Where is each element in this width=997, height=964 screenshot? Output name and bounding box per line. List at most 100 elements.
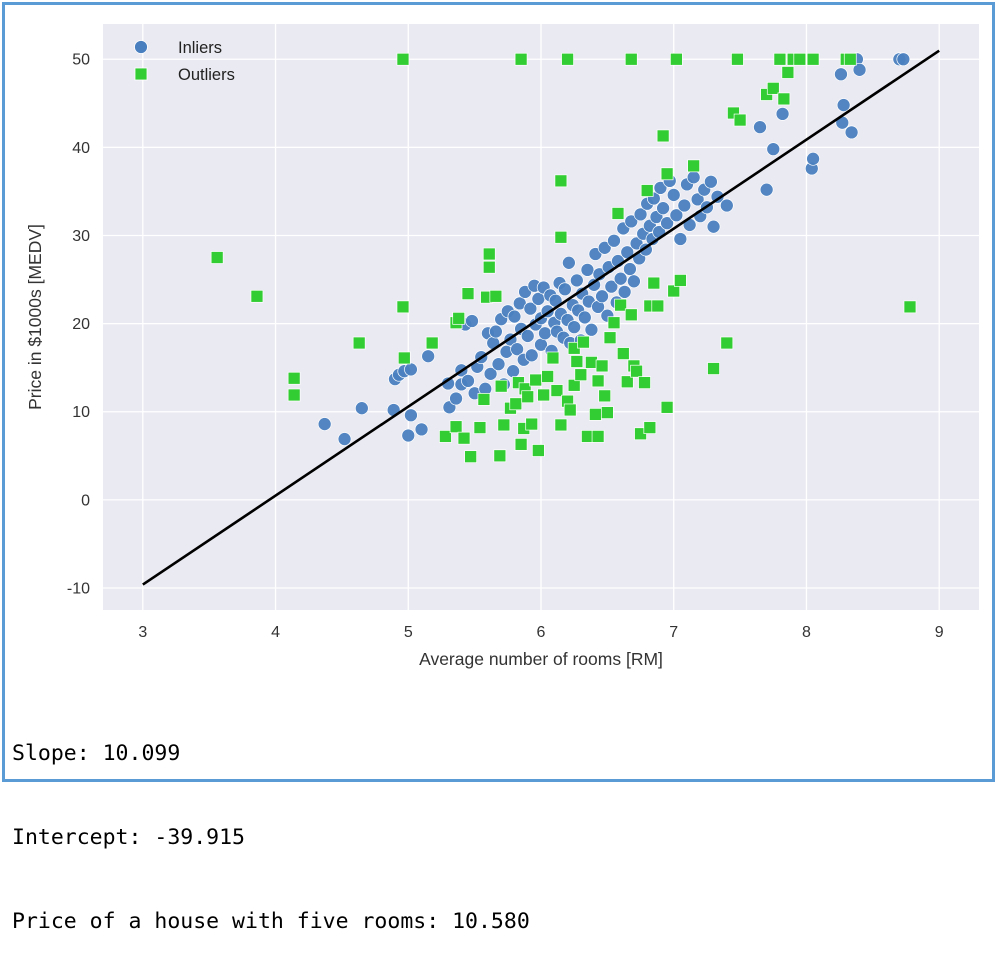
scatter-chart: 3 4 5 6 7 8 9 -10 0 10 20 30 40 50 Average number of… — [25, 24, 979, 669]
outlier-point — [554, 418, 568, 432]
x-tick-labels: 3 4 5 6 7 8 9 — [138, 624, 943, 641]
outlier-point — [777, 92, 791, 106]
y-axis-label: Price in $1000s [MEDV] — [25, 224, 45, 410]
prediction-output: Price of a house with five rooms: 10.580 — [12, 909, 530, 934]
outlier-point — [616, 347, 630, 360]
intercept-output: Intercept: -39.915 — [12, 825, 245, 850]
inlier-point — [421, 349, 436, 364]
outlier-point — [531, 444, 545, 457]
inlier-point — [623, 262, 637, 276]
outlier-point — [541, 370, 554, 383]
inlier-point — [669, 208, 684, 223]
grid-y — [103, 58, 979, 589]
inlier-point — [896, 52, 911, 67]
outlier-point — [577, 335, 590, 349]
x-tick-label: 9 — [935, 624, 944, 641]
outlier-point — [521, 390, 535, 404]
inlier-point — [520, 329, 535, 343]
inlier-point — [401, 428, 416, 443]
inlier-point — [656, 201, 670, 216]
outlier-point — [643, 421, 657, 434]
y-tick-label: -10 — [67, 580, 90, 597]
inlier-point — [690, 192, 705, 207]
inlier-point — [613, 271, 628, 286]
outlier-point — [781, 66, 795, 79]
inlier-point — [844, 125, 859, 140]
outlier-point — [656, 129, 670, 143]
outlier-point — [591, 430, 605, 443]
y-tick-label: 20 — [72, 316, 90, 333]
outlier-point — [601, 406, 614, 419]
inlier-point — [706, 219, 721, 234]
inlier-point — [562, 255, 576, 270]
inlier-point — [686, 170, 701, 185]
outlier-point — [687, 159, 700, 173]
outlier-point — [595, 359, 609, 373]
outlier-point — [733, 113, 747, 127]
inlier-point — [510, 342, 524, 357]
y-tick-label: 0 — [81, 492, 90, 509]
outlier-point — [287, 388, 301, 402]
grid-x — [142, 24, 940, 610]
outlier-point — [667, 284, 681, 298]
outlier-point — [210, 251, 224, 264]
inlier-point — [580, 263, 595, 277]
x-tick-label: 3 — [138, 624, 147, 641]
outlier-point — [607, 316, 621, 330]
outlier-point — [452, 311, 466, 325]
inlier-point — [404, 408, 418, 423]
outlier-point — [396, 300, 410, 314]
outlier-point — [287, 371, 301, 385]
inlier-point — [449, 391, 463, 406]
outlier-point — [670, 52, 683, 66]
outlier-point — [493, 449, 507, 463]
outlier-point — [514, 52, 528, 66]
inlier-point — [538, 326, 552, 341]
inlier-point — [483, 366, 498, 381]
outlier-point — [567, 378, 581, 392]
outlier-point — [529, 373, 543, 387]
slope-output: Slope: 10.099 — [12, 741, 181, 766]
inlier-point — [404, 362, 418, 377]
inlier-point — [524, 348, 539, 363]
outlier-point — [843, 52, 857, 66]
inlier-point — [491, 357, 506, 371]
outlier-point — [550, 384, 564, 397]
inlier-point — [852, 62, 867, 77]
legend-outlier-label: Outliers — [178, 66, 235, 84]
outlier-point — [477, 393, 491, 406]
outlier-point — [546, 351, 560, 365]
outlier-point — [581, 430, 594, 443]
outlier-point — [598, 389, 612, 403]
outlier-point — [570, 355, 584, 368]
inlier-point — [414, 422, 429, 437]
inlier-point — [558, 282, 572, 297]
inlier-point — [759, 182, 774, 197]
x-tick-label: 6 — [537, 624, 546, 641]
outlier-point — [660, 167, 674, 181]
y-tick-label: 30 — [72, 228, 90, 245]
inlier-point — [567, 320, 582, 334]
inlier-point — [806, 151, 820, 166]
inlier-point — [666, 188, 681, 202]
console-output: Slope: 10.099 Intercept: -39.915 Price o… — [12, 684, 530, 964]
inlier-point — [704, 174, 718, 189]
outlier-point — [591, 374, 605, 388]
x-tick-label: 7 — [669, 624, 678, 641]
inlier-point — [627, 274, 641, 289]
outlier-point — [554, 174, 568, 188]
inlier-point — [461, 374, 475, 388]
outlier-point — [425, 336, 439, 350]
inlier-point — [337, 432, 352, 446]
outlier-point — [603, 331, 617, 345]
inlier-point — [775, 107, 790, 121]
inlier-points — [317, 52, 911, 446]
outlier-point — [482, 247, 496, 261]
outlier-point — [525, 417, 539, 431]
legend-inlier-marker — [134, 40, 148, 54]
outlier-point — [461, 287, 475, 300]
inlier-point — [766, 142, 781, 156]
inlier-point — [531, 292, 546, 306]
outlier-point — [720, 336, 734, 350]
inlier-point — [506, 364, 520, 379]
